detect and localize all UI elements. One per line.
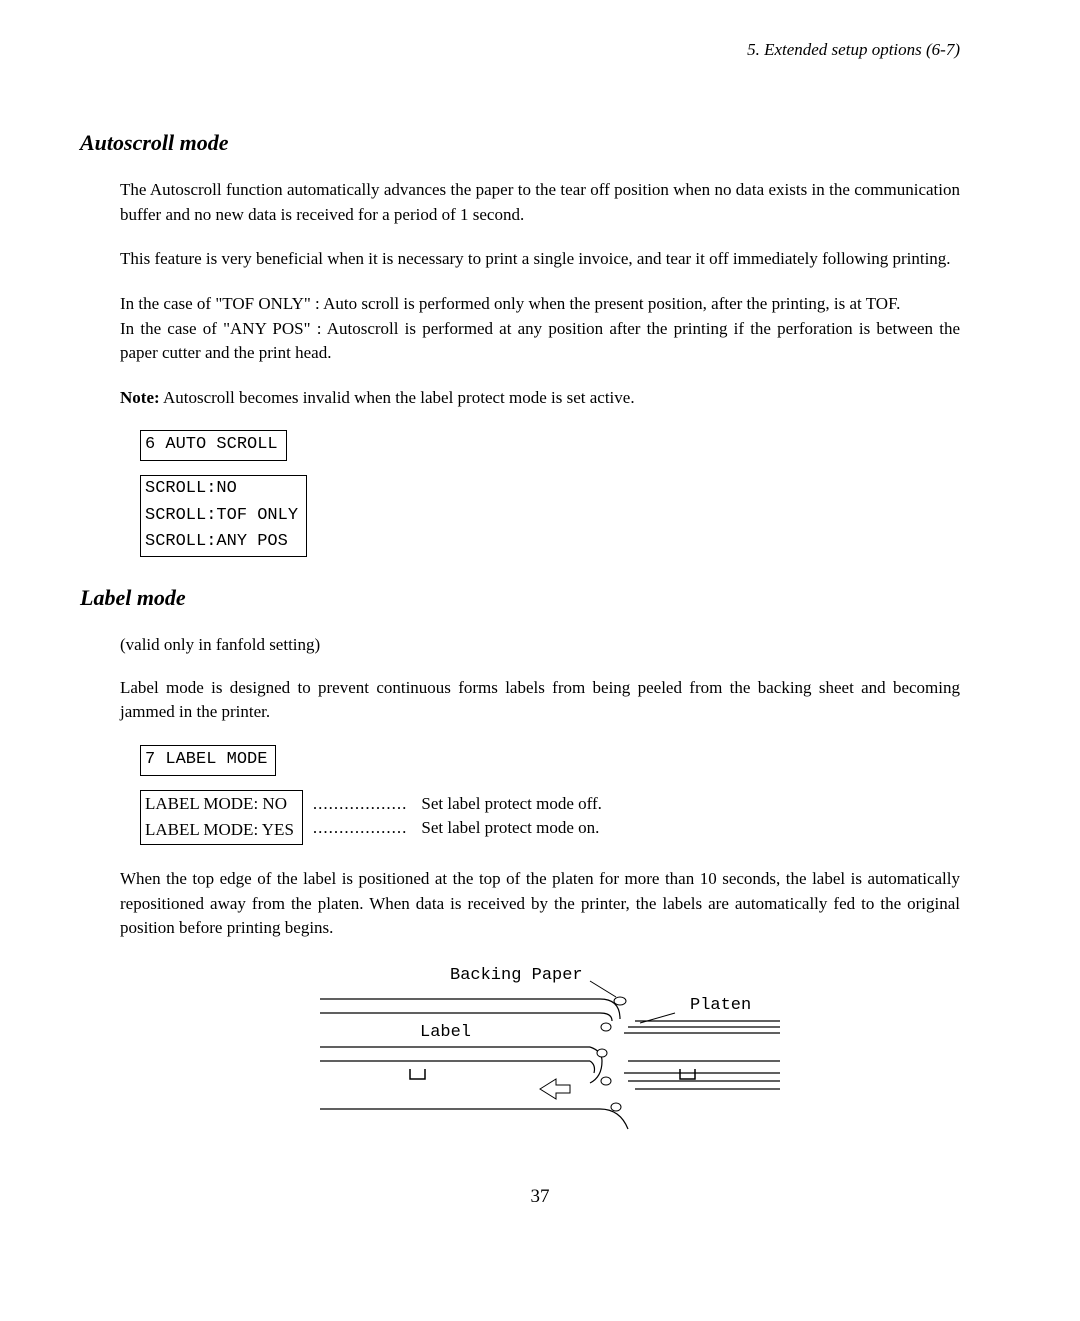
label-mode-para-1: Label mode is designed to prevent contin… [120,676,960,725]
page-number: 37 [110,1186,970,1208]
label-option-desc-0: Set label protect mode off. [421,792,602,817]
diagram-platen-label: Platen [690,996,751,1015]
label-options-wrap: LABEL MODE: NO LABEL MODE: YES .........… [140,790,960,845]
page-container: 5. Extended setup options (6-7) Autoscro… [0,0,1080,1248]
autoscroll-option-2: SCROLL:ANY POS [141,529,306,556]
label-option-dots-0: .................. [313,792,408,817]
note-label: Note: [120,388,160,407]
autoscroll-option-0: SCROLL:NO [141,476,306,503]
autoscroll-para-1: The Autoscroll function automatically ad… [120,178,960,227]
label-diagram: Backing Paper Platen Label [120,961,960,1159]
autoscroll-options-table: SCROLL:NO SCROLL:TOF ONLY SCROLL:ANY POS [140,475,307,557]
autoscroll-option-1: SCROLL:TOF ONLY [141,503,306,530]
label-options-table: LABEL MODE: NO LABEL MODE: YES [140,790,303,845]
autoscroll-menu-title: 6 AUTO SCROLL [140,430,287,461]
autoscroll-note: Note: Autoscroll becomes invalid when th… [120,386,960,411]
diagram-backing-paper-label: Backing Paper [450,966,583,985]
diagram-label-label: Label [420,1023,471,1042]
autoscroll-menu-group: 6 AUTO SCROLL SCROLL:NO SCROLL:TOF ONLY … [120,430,960,557]
label-option-code-1: LABEL MODE: YES [141,817,302,844]
label-diagram-svg: Backing Paper Platen Label [280,961,800,1151]
label-mode-body: (valid only in fanfold setting) Label mo… [120,633,960,1158]
label-menu-title: 7 LABEL MODE [140,745,276,776]
label-mode-subnote: (valid only in fanfold setting) [120,633,960,658]
autoscroll-body: The Autoscroll function automatically ad… [120,178,960,557]
label-option-desc-1: Set label protect mode on. [421,816,599,841]
note-text: Autoscroll becomes invalid when the labe… [160,388,635,407]
autoscroll-para-3a: In the case of "TOF ONLY" : Auto scroll … [120,294,900,313]
autoscroll-para-3: In the case of "TOF ONLY" : Auto scroll … [120,292,960,366]
label-mode-heading: Label mode [80,585,970,611]
autoscroll-heading: Autoscroll mode [80,130,970,156]
label-option-dots-1: .................. [313,816,408,841]
label-mode-para-2: When the top edge of the label is positi… [120,867,960,941]
autoscroll-para-2: This feature is very beneficial when it … [120,247,960,272]
chapter-reference: 5. Extended setup options (6-7) [110,40,960,60]
label-option-code-0: LABEL MODE: NO [141,791,302,818]
autoscroll-para-3b: In the case of "ANY POS" : Autoscroll is… [120,319,960,363]
